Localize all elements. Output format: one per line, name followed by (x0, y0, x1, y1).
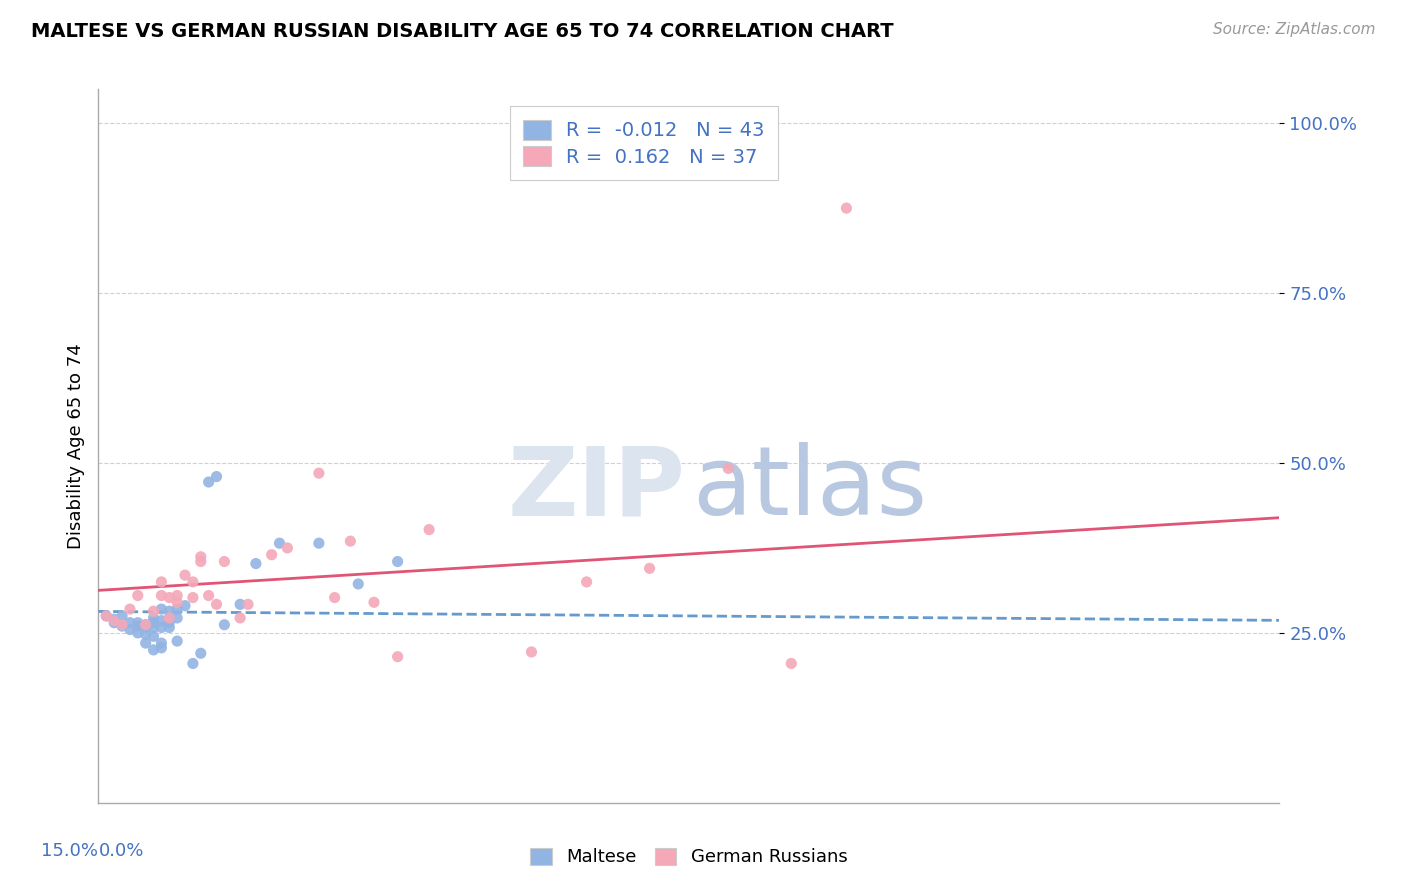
Point (418, 523, 440, 537)
Point (181, 591, 204, 605)
Point (157, 604, 180, 618)
Text: Source: ZipAtlas.com: Source: ZipAtlas.com (1212, 22, 1375, 37)
Point (269, 536, 291, 550)
Point (127, 615, 149, 630)
Point (142, 629, 165, 643)
Text: ZIP: ZIP (508, 442, 685, 535)
Point (157, 591, 180, 605)
Point (835, 201, 858, 215)
Point (142, 620, 165, 634)
Point (717, 461, 740, 475)
Point (127, 619, 149, 633)
Point (323, 591, 346, 605)
Point (118, 615, 141, 630)
Point (142, 604, 165, 618)
Point (387, 649, 409, 664)
Point (260, 548, 283, 562)
Point (190, 549, 212, 564)
Y-axis label: Disability Age 65 to 74: Disability Age 65 to 74 (66, 343, 84, 549)
Point (135, 636, 157, 650)
Point (214, 617, 236, 632)
Point (347, 577, 370, 591)
Point (166, 595, 188, 609)
Point (229, 611, 252, 625)
Legend: Maltese, German Russians: Maltese, German Russians (523, 840, 855, 873)
Point (127, 589, 149, 603)
Point (780, 657, 803, 671)
Point (150, 640, 173, 655)
Point (150, 602, 173, 616)
Point (387, 555, 409, 569)
Point (190, 555, 212, 569)
Point (575, 574, 598, 589)
Text: atlas: atlas (693, 442, 928, 535)
Point (96, 608, 118, 623)
Point (236, 598, 259, 612)
Point (142, 643, 165, 657)
Point (111, 619, 134, 633)
Point (276, 541, 298, 555)
Point (150, 574, 173, 589)
Point (118, 602, 141, 616)
Point (190, 646, 212, 660)
Point (157, 611, 180, 625)
Point (245, 557, 267, 571)
Point (135, 617, 157, 632)
Point (520, 645, 543, 659)
Point (166, 589, 188, 603)
Text: 15.0%: 15.0% (41, 842, 98, 860)
Point (135, 617, 157, 632)
Point (111, 608, 134, 623)
Text: MALTESE VS GERMAN RUSSIAN DISABILITY AGE 65 TO 74 CORRELATION CHART: MALTESE VS GERMAN RUSSIAN DISABILITY AGE… (31, 22, 894, 41)
Point (111, 617, 134, 632)
Point (181, 574, 204, 589)
Point (150, 589, 173, 603)
Point (135, 620, 157, 634)
Point (127, 626, 149, 640)
Point (308, 466, 330, 480)
Point (150, 636, 173, 650)
Point (157, 611, 180, 625)
Point (166, 602, 188, 616)
Point (103, 612, 125, 626)
Text: 0.0%: 0.0% (98, 842, 143, 860)
Point (103, 615, 125, 630)
Point (197, 475, 219, 489)
Point (205, 469, 228, 483)
Point (197, 589, 219, 603)
Point (638, 561, 661, 575)
Point (166, 611, 188, 625)
Point (142, 611, 165, 625)
Point (157, 620, 180, 634)
Point (363, 595, 385, 609)
Point (157, 615, 180, 630)
Point (103, 614, 125, 628)
Point (118, 623, 141, 637)
Point (174, 568, 197, 582)
Point (174, 599, 197, 613)
Point (166, 634, 188, 648)
Point (135, 627, 157, 641)
Point (142, 615, 165, 630)
Point (150, 614, 173, 628)
Point (214, 555, 236, 569)
Point (96, 608, 118, 623)
Point (308, 536, 330, 550)
Point (205, 598, 228, 612)
Point (339, 534, 361, 549)
Point (229, 598, 252, 612)
Point (150, 620, 173, 634)
Point (181, 657, 204, 671)
